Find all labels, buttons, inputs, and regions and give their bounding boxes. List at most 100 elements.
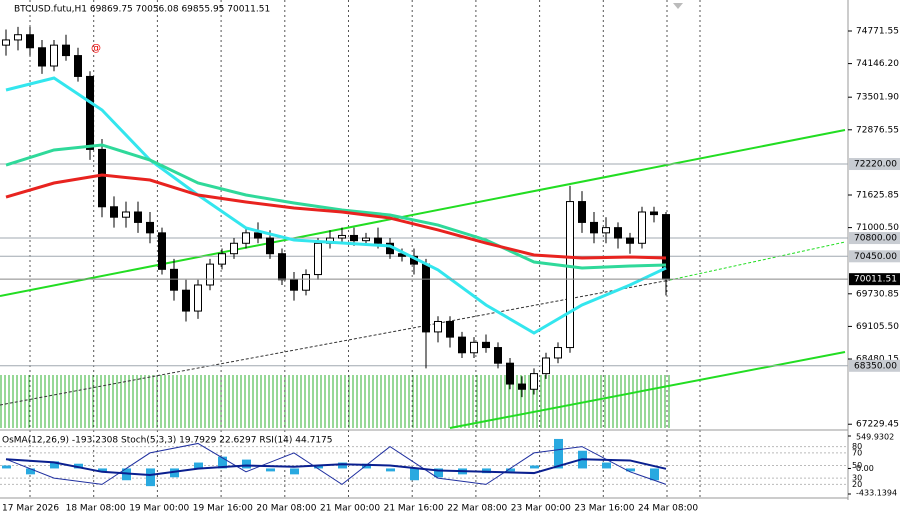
- candle-body: [26, 34, 34, 49]
- level-box: [849, 232, 900, 245]
- candle-body: [242, 232, 250, 244]
- candle-body: [422, 263, 430, 333]
- osc-tick-label: 50: [852, 461, 862, 470]
- osma-bar: [506, 468, 515, 472]
- candle-body: [122, 211, 130, 218]
- candle-body: [350, 234, 358, 242]
- moving-average: [5, 76, 667, 335]
- candle-body: [62, 44, 70, 57]
- candle-body: [578, 201, 586, 223]
- candle-body: [530, 373, 538, 390]
- candle-body: [2, 39, 10, 46]
- trend-line: [449, 351, 846, 429]
- y-tick-label: 73501.90: [856, 93, 899, 103]
- osma-bar: [362, 463, 371, 469]
- osma-bar: [2, 465, 11, 469]
- chart-title: BTCUSD.futu,H1 69869.75 70056.08 69855.9…: [14, 5, 270, 15]
- rsi-line: [5, 458, 667, 476]
- y-tick-label: 71000.50: [856, 223, 899, 233]
- candle-body: [470, 341, 478, 354]
- candle-body: [290, 279, 298, 291]
- stochastic-line: [5, 442, 667, 486]
- candle-body: [374, 237, 382, 244]
- candle-body: [638, 211, 646, 244]
- level-label: 72220.00: [854, 160, 897, 170]
- candle-body: [590, 221, 598, 234]
- candle-body: [14, 34, 22, 41]
- y-tick-label: 69730.85: [856, 289, 899, 299]
- x-tick-label: 17 Mar 2026: [2, 504, 59, 514]
- moving-average: [5, 173, 667, 260]
- osma-bar: [386, 468, 395, 472]
- candle-body: [506, 362, 514, 385]
- candle-body: [518, 383, 526, 390]
- candle-body: [50, 44, 58, 67]
- osma-tick-label: 0.00: [856, 464, 874, 473]
- level-box: [849, 250, 900, 263]
- osma-bar: [650, 468, 659, 481]
- osc-tick-label: 20: [852, 480, 862, 489]
- candle-body: [170, 268, 178, 291]
- candle-body: [566, 201, 574, 349]
- candle-body: [626, 237, 634, 244]
- candle-body: [542, 357, 550, 375]
- candle-body: [134, 211, 142, 223]
- osma-bar: [626, 468, 635, 472]
- x-tick-label: 19 Mar 00:00: [129, 504, 189, 514]
- candle-body: [362, 237, 370, 242]
- x-tick-label: 21 Mar 16:00: [384, 504, 444, 514]
- candle-body: [482, 341, 490, 349]
- osma-bar: [290, 468, 299, 475]
- candle-body: [254, 232, 262, 239]
- candle-body: [86, 75, 94, 150]
- osma-bar: [554, 438, 563, 469]
- osma-bar: [146, 468, 155, 487]
- indicator-title: OsMA(12,26,9) -193.2308 Stoch(5,3,3) 19.…: [2, 436, 333, 446]
- osma-bar: [602, 462, 611, 469]
- level-box: [849, 158, 900, 171]
- osma-tick-label: 549.9302: [856, 433, 894, 442]
- osma-bar: [26, 468, 35, 475]
- osma-bar: [266, 468, 275, 472]
- time-grid: [29, 0, 701, 498]
- candle-body: [182, 289, 190, 312]
- osc-tick-label: 30: [852, 474, 862, 483]
- level-label: 70450.00: [854, 252, 897, 262]
- osma-bar: [338, 462, 347, 469]
- x-tick-label: 23 Mar 16:00: [574, 504, 634, 514]
- osma-bar: [194, 462, 203, 469]
- x-tick-label: 23 Mar 00:00: [511, 504, 571, 514]
- candle-body: [158, 232, 166, 270]
- y-tick-label: 72876.55: [856, 125, 899, 135]
- candle-body: [218, 253, 226, 265]
- candle-body: [338, 234, 346, 239]
- candle-body: [38, 47, 46, 67]
- candle-body: [458, 336, 466, 354]
- candle-body: [194, 284, 202, 312]
- osma-bar: [530, 465, 539, 469]
- candle-body: [74, 55, 82, 77]
- osma-bar: [74, 463, 83, 469]
- x-tick-label: 18 Mar 08:00: [66, 504, 126, 514]
- candle-body: [302, 274, 310, 291]
- trend-line: [0, 129, 846, 297]
- osma-bar: [242, 459, 251, 469]
- candle-body: [650, 211, 658, 216]
- level-label: 68350.00: [854, 361, 897, 371]
- y-tick-label: 69105.50: [856, 322, 899, 332]
- osc-tick-label: 70: [852, 448, 862, 457]
- level-box: [849, 359, 900, 372]
- candle-body: [206, 263, 214, 286]
- y-tick-label: 74146.20: [856, 59, 899, 69]
- trend-line: [0, 279, 671, 406]
- shift-marker: [673, 3, 683, 9]
- last-price-label: 70011.51: [854, 275, 897, 285]
- x-tick-label: 21 Mar 00:00: [320, 504, 380, 514]
- osma-bar: [410, 468, 419, 481]
- osma-bar: [434, 468, 443, 478]
- candle-body: [110, 206, 118, 218]
- candle-body: [434, 320, 442, 333]
- osma-bar: [98, 468, 107, 472]
- last-price-box: [849, 273, 900, 286]
